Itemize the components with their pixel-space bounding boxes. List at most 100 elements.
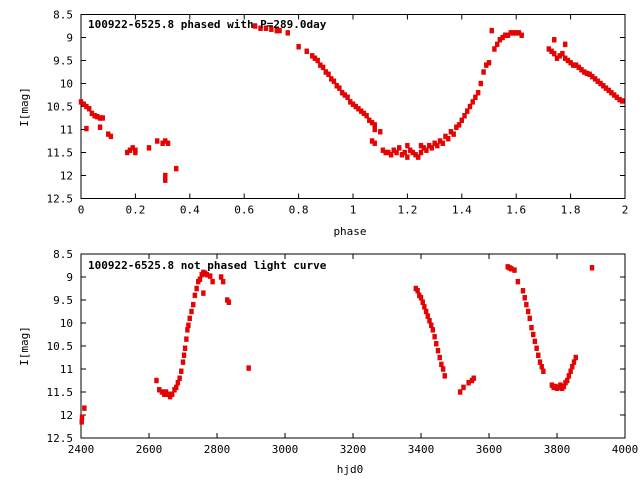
data-point xyxy=(429,322,434,328)
data-point xyxy=(415,288,420,294)
data-point xyxy=(269,26,274,32)
data-point xyxy=(515,278,521,285)
data-point xyxy=(457,389,463,395)
data-point xyxy=(473,94,478,101)
y-tick-label: 11.5 xyxy=(47,386,74,399)
data-point xyxy=(184,336,189,342)
data-point xyxy=(163,177,168,183)
y-tick-label: 12.5 xyxy=(47,193,74,206)
data-point xyxy=(589,265,595,271)
data-point xyxy=(175,380,181,386)
data-point xyxy=(210,278,215,285)
data-point xyxy=(434,341,439,347)
data-point xyxy=(418,149,424,156)
x-tick-label: 2600 xyxy=(136,443,163,456)
plot-frame xyxy=(80,253,626,439)
data-point xyxy=(173,165,179,172)
data-point xyxy=(539,364,544,370)
data-point xyxy=(197,276,203,282)
data-point xyxy=(429,145,435,151)
data-point xyxy=(462,112,467,119)
data-point xyxy=(430,327,436,333)
data-point xyxy=(552,50,557,57)
data-point xyxy=(179,368,184,374)
data-point xyxy=(165,140,171,147)
x-tick-label: 0.8 xyxy=(289,204,309,217)
data-point xyxy=(108,133,114,140)
data-point xyxy=(173,384,179,391)
x-tick-label: 2 xyxy=(622,204,629,217)
data-point xyxy=(494,41,500,48)
data-point xyxy=(427,318,432,324)
data-point xyxy=(189,308,194,315)
data-point xyxy=(296,44,301,50)
y-tick-label: 8.5 xyxy=(53,248,73,261)
data-point xyxy=(218,274,224,280)
data-point xyxy=(451,131,456,137)
data-point xyxy=(97,124,103,130)
data-point xyxy=(512,267,517,273)
data-point xyxy=(573,354,578,361)
data-point xyxy=(568,368,573,374)
data-point xyxy=(263,25,269,31)
data-point xyxy=(405,154,410,160)
data-point xyxy=(378,129,383,135)
data-point xyxy=(440,140,445,147)
data-point xyxy=(277,27,282,34)
data-point xyxy=(562,41,568,48)
y-tick-label: 9.5 xyxy=(53,55,73,68)
y-tick-label: 10 xyxy=(60,317,73,330)
data-point xyxy=(492,46,497,52)
data-point xyxy=(478,80,484,87)
y-tick-label: 11.5 xyxy=(47,147,74,160)
x-tick-label: 0 xyxy=(78,204,85,217)
x-tick-label: 3400 xyxy=(408,443,435,456)
y-tick-label: 10.5 xyxy=(47,101,74,114)
data-point xyxy=(531,331,536,338)
data-point xyxy=(177,375,182,381)
data-point xyxy=(320,64,326,71)
data-point xyxy=(190,301,196,308)
x-tick-label: 2400 xyxy=(68,443,95,456)
data-point xyxy=(146,145,152,151)
axis-ticks: 2400 2600 2800 3000 3200 3400 3600 3800 4000 8.5 9… xyxy=(47,248,639,456)
data-point xyxy=(519,32,524,38)
data-point xyxy=(304,48,309,54)
data-point xyxy=(481,69,486,75)
data-point xyxy=(446,135,451,142)
data-point xyxy=(207,273,213,279)
data-point xyxy=(418,295,424,301)
data-point xyxy=(527,315,532,322)
data-point xyxy=(185,327,190,333)
data-point xyxy=(565,377,570,384)
data-point xyxy=(489,27,494,34)
data-point xyxy=(442,373,447,379)
data-point xyxy=(194,285,199,292)
data-point xyxy=(186,322,191,328)
data-point xyxy=(133,149,138,156)
x-tick-label: 3600 xyxy=(476,443,503,456)
data-point xyxy=(79,419,84,425)
y-tick-label: 10.5 xyxy=(47,340,74,353)
data-point xyxy=(459,117,464,124)
y-axis-label: I[mag] xyxy=(18,326,31,366)
data-point xyxy=(394,149,399,156)
chart-title: 100922-6525.8 not phased light curve xyxy=(88,259,327,272)
data-point xyxy=(465,108,470,114)
data-point xyxy=(402,149,407,156)
data-point xyxy=(345,94,350,101)
data-point xyxy=(525,308,531,315)
data-point xyxy=(560,50,565,57)
unphased-light-curve-chart: 2400 2600 2800 3000 3200 3400 3600 3800 4000 8.5 9… xyxy=(18,248,638,476)
data-point xyxy=(180,359,186,365)
data-point xyxy=(337,85,342,91)
data-point xyxy=(440,366,446,372)
data-point xyxy=(154,138,160,144)
data-point xyxy=(470,99,475,105)
x-tick-label: 4000 xyxy=(612,443,639,456)
x-tick-label: 0.2 xyxy=(125,204,145,217)
data-point xyxy=(220,278,226,285)
data-point xyxy=(182,345,188,351)
data-point xyxy=(424,147,429,153)
